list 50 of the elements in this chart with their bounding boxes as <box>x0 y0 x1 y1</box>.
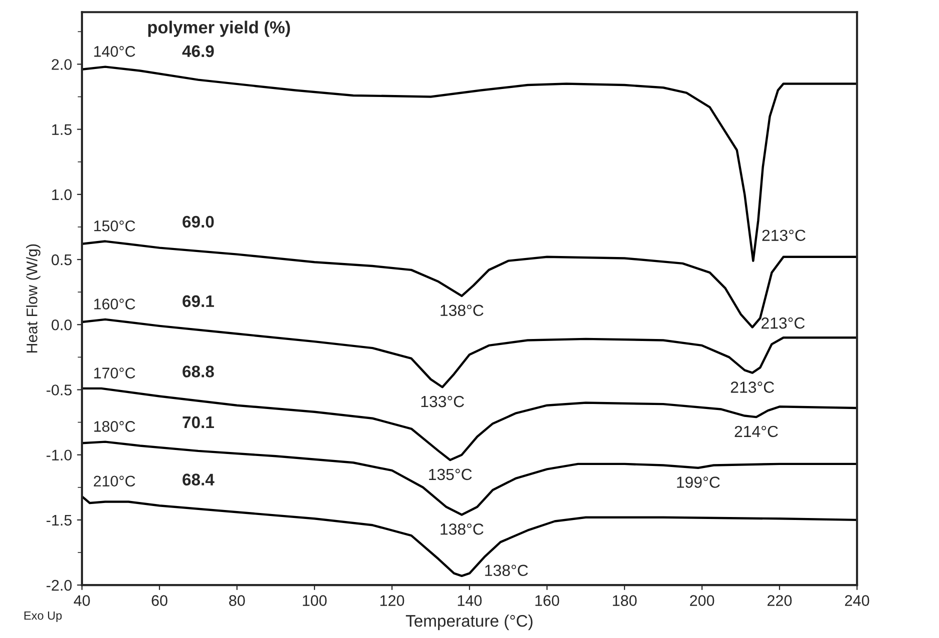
line-series <box>82 495 858 578</box>
series-label: 210°C <box>94 476 136 487</box>
text: Exo Up <box>24 611 62 622</box>
y-tick-label: 2.0 <box>52 59 72 70</box>
annotation: 138°C <box>485 564 528 576</box>
annotation: 70.1 <box>182 416 214 428</box>
y-axis-title: Heat Flow (W/g) <box>26 244 40 353</box>
y-tick-label: -1.5 <box>46 514 72 526</box>
annotation: 46.9 <box>182 45 214 58</box>
y-tick-label: -1.0 <box>46 450 72 461</box>
annotation: 135°C <box>429 468 472 480</box>
x-tick-label: 200 <box>690 595 714 606</box>
series-label: 170°C <box>94 368 136 378</box>
annotation: 68.4 <box>182 474 214 486</box>
annotation: 138°C <box>440 523 484 535</box>
annotation: 199°C <box>677 476 720 488</box>
annotation: 69.1 <box>182 295 214 308</box>
x-tick-label: 160 <box>535 595 560 606</box>
annotation: 213°C <box>762 230 806 241</box>
y-tick-label: 1.5 <box>52 124 72 135</box>
series-label: 180°C <box>94 421 136 432</box>
annotation: 213°C <box>762 317 805 329</box>
series-label: 150°C <box>94 220 136 232</box>
line-series <box>82 440 858 516</box>
line-series <box>82 66 858 262</box>
x-tick-label: 140 <box>458 595 482 606</box>
y-tick-label: 1.0 <box>52 189 72 200</box>
y-tick-label: 0.5 <box>52 254 72 266</box>
x-tick-label: 180 <box>612 595 637 606</box>
x-tick-label: 60 <box>152 595 168 606</box>
annotation: 69.0 <box>182 216 214 228</box>
x-tick-label: 220 <box>768 595 792 606</box>
x-tick-label: 40 <box>74 595 90 606</box>
annotation: 213°C <box>730 382 774 393</box>
annotation: 214°C <box>734 426 778 438</box>
series-label: 140°C <box>94 46 136 57</box>
y-tick-label: -2.0 <box>46 580 72 591</box>
x-tick-label: 100 <box>302 595 327 606</box>
y-tick-label: -0.5 <box>46 384 72 396</box>
line-series <box>82 240 858 328</box>
x-tick-label: 80 <box>229 595 245 606</box>
annotation: 138°C <box>440 304 484 316</box>
annotation: polymer yield (%) <box>148 20 290 37</box>
y-tick-label: 0.0 <box>52 319 72 330</box>
annotation: 68.8 <box>182 366 214 378</box>
x-axis-title: Temperature (°C) <box>406 614 532 630</box>
series-label: 160°C <box>94 298 136 310</box>
annotation: 133°C <box>421 396 464 408</box>
x-tick-label: 120 <box>380 595 404 606</box>
x-tick-label: 240 <box>845 595 870 606</box>
